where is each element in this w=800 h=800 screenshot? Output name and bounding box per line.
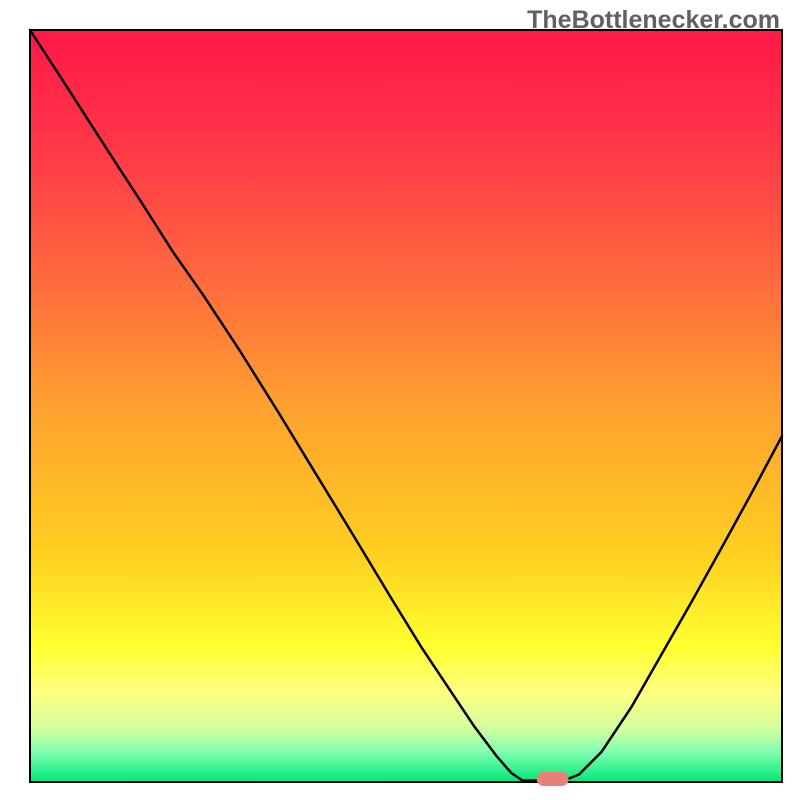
chart-background	[30, 30, 782, 782]
chart-svg	[0, 0, 800, 800]
optimal-marker	[537, 772, 569, 786]
watermark-text: TheBottlenecker.com	[527, 6, 780, 35]
bottleneck-chart: TheBottlenecker.com	[0, 0, 800, 800]
